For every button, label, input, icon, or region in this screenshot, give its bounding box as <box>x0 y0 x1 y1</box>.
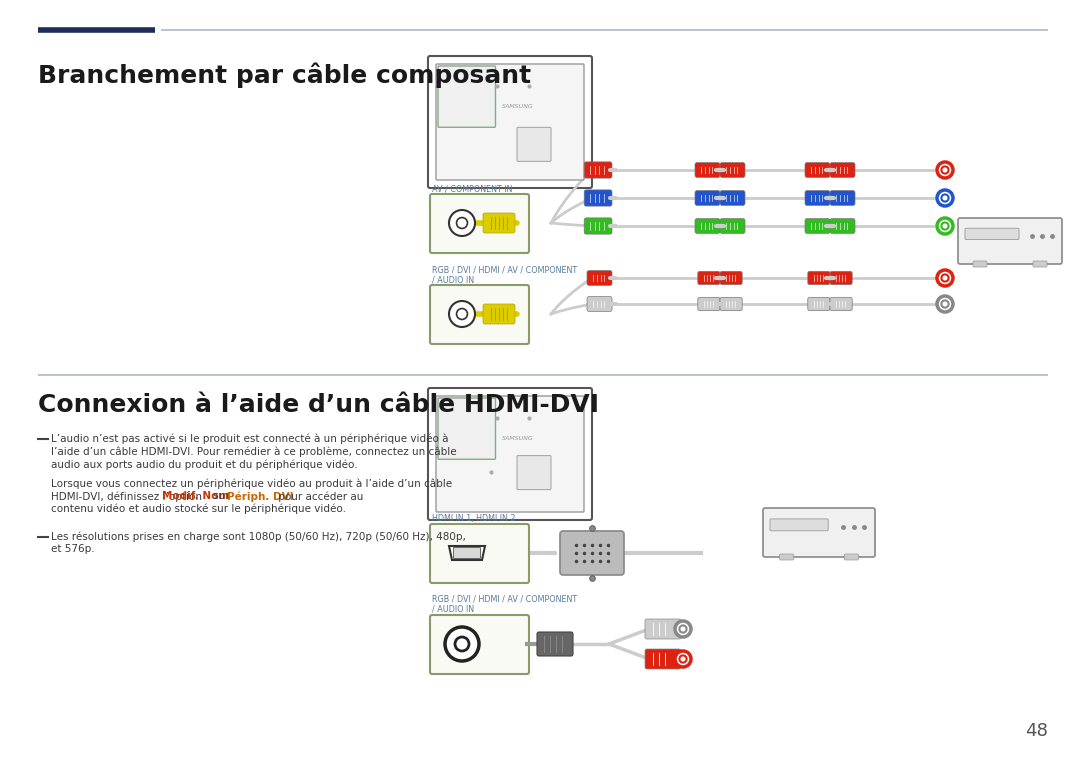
Circle shape <box>942 222 948 230</box>
Circle shape <box>937 296 953 312</box>
Text: l’aide d’un câble HDMI-DVI. Pour remédier à ce problème, connectez un câble: l’aide d’un câble HDMI-DVI. Pour remédie… <box>51 446 457 456</box>
FancyBboxPatch shape <box>436 396 584 512</box>
Circle shape <box>942 301 948 307</box>
Text: SAMSUNG: SAMSUNG <box>502 104 534 109</box>
FancyBboxPatch shape <box>428 388 592 520</box>
FancyBboxPatch shape <box>517 127 551 162</box>
FancyBboxPatch shape <box>696 219 720 233</box>
FancyBboxPatch shape <box>430 524 529 583</box>
FancyBboxPatch shape <box>698 272 720 285</box>
FancyBboxPatch shape <box>780 554 794 560</box>
FancyBboxPatch shape <box>973 261 987 267</box>
Text: HDMI-DVI, définissez l’option: HDMI-DVI, définissez l’option <box>51 491 205 501</box>
FancyBboxPatch shape <box>645 619 681 639</box>
FancyBboxPatch shape <box>845 554 859 560</box>
FancyBboxPatch shape <box>762 508 875 557</box>
Text: contenu vidéo et audio stocké sur le périphérique vidéo.: contenu vidéo et audio stocké sur le pér… <box>51 504 346 514</box>
FancyBboxPatch shape <box>696 163 720 178</box>
FancyBboxPatch shape <box>698 298 720 311</box>
Circle shape <box>937 270 953 286</box>
Text: Périph. DVI: Périph. DVI <box>227 491 294 501</box>
FancyBboxPatch shape <box>808 298 831 311</box>
Circle shape <box>679 626 687 633</box>
Circle shape <box>942 275 948 282</box>
FancyBboxPatch shape <box>584 162 612 178</box>
Text: SAMSUNG: SAMSUNG <box>502 436 534 441</box>
Circle shape <box>457 308 468 320</box>
FancyBboxPatch shape <box>430 285 529 344</box>
FancyBboxPatch shape <box>561 531 624 575</box>
FancyBboxPatch shape <box>428 56 592 188</box>
FancyBboxPatch shape <box>720 191 745 205</box>
FancyBboxPatch shape <box>720 272 742 285</box>
FancyBboxPatch shape <box>483 304 515 324</box>
FancyBboxPatch shape <box>588 297 612 311</box>
Text: Les résolutions prises en charge sont 1080p (50/60 Hz), 720p (50/60 Hz), 480p,: Les résolutions prises en charge sont 10… <box>51 531 465 542</box>
FancyBboxPatch shape <box>958 218 1062 264</box>
FancyBboxPatch shape <box>537 632 573 656</box>
Circle shape <box>457 217 468 228</box>
FancyBboxPatch shape <box>720 219 745 233</box>
Circle shape <box>942 166 948 174</box>
Text: HDMI IN 1, HDMI IN 2: HDMI IN 1, HDMI IN 2 <box>432 514 515 523</box>
Polygon shape <box>449 546 485 560</box>
Text: RGB / DVI / HDMI / AV / COMPONENT: RGB / DVI / HDMI / AV / COMPONENT <box>432 595 577 604</box>
FancyBboxPatch shape <box>438 66 496 127</box>
FancyBboxPatch shape <box>831 272 852 285</box>
FancyBboxPatch shape <box>770 519 828 531</box>
Text: Branchement par câble composant: Branchement par câble composant <box>38 62 531 88</box>
Circle shape <box>937 162 953 178</box>
FancyBboxPatch shape <box>805 163 831 178</box>
FancyBboxPatch shape <box>1032 261 1047 267</box>
Text: AV / COMPONENT IN: AV / COMPONENT IN <box>432 184 512 193</box>
Text: Lorsque vous connectez un périphérique vidéo au produit à l’aide d’un câble: Lorsque vous connectez un périphérique v… <box>51 478 453 488</box>
Circle shape <box>449 301 475 327</box>
Text: / AUDIO IN: / AUDIO IN <box>432 275 474 284</box>
Text: audio aux ports audio du produit et du périphérique vidéo.: audio aux ports audio du produit et du p… <box>51 459 357 469</box>
FancyBboxPatch shape <box>436 64 584 180</box>
Text: RGB / DVI / HDMI / AV / COMPONENT: RGB / DVI / HDMI / AV / COMPONENT <box>432 265 577 274</box>
Circle shape <box>675 651 691 667</box>
FancyBboxPatch shape <box>430 194 529 253</box>
Text: Connexion à l’aide d’un câble HDMI-DVI: Connexion à l’aide d’un câble HDMI-DVI <box>38 393 599 417</box>
FancyBboxPatch shape <box>831 298 852 311</box>
FancyBboxPatch shape <box>454 548 481 559</box>
FancyBboxPatch shape <box>966 228 1020 240</box>
FancyBboxPatch shape <box>831 191 855 205</box>
Circle shape <box>937 218 953 234</box>
Circle shape <box>455 637 469 651</box>
FancyBboxPatch shape <box>805 219 831 233</box>
FancyBboxPatch shape <box>645 649 681 669</box>
FancyBboxPatch shape <box>805 191 831 205</box>
Text: / AUDIO IN: / AUDIO IN <box>432 605 474 614</box>
Text: sur: sur <box>211 491 233 501</box>
Circle shape <box>937 190 953 206</box>
Circle shape <box>942 195 948 201</box>
FancyBboxPatch shape <box>720 298 742 311</box>
Circle shape <box>679 655 687 662</box>
FancyBboxPatch shape <box>430 615 529 674</box>
FancyBboxPatch shape <box>831 219 855 233</box>
FancyBboxPatch shape <box>720 163 745 178</box>
FancyBboxPatch shape <box>517 456 551 490</box>
Text: L’audio n’est pas activé si le produit est connecté à un périphérique vidéo à: L’audio n’est pas activé si le produit e… <box>51 433 448 443</box>
FancyBboxPatch shape <box>438 398 496 459</box>
FancyBboxPatch shape <box>584 218 612 234</box>
FancyBboxPatch shape <box>588 271 612 285</box>
FancyBboxPatch shape <box>584 190 612 206</box>
FancyBboxPatch shape <box>808 272 831 285</box>
FancyBboxPatch shape <box>483 213 515 233</box>
Text: et 576p.: et 576p. <box>51 544 95 554</box>
Text: 48: 48 <box>1025 722 1048 740</box>
Text: pour accéder au: pour accéder au <box>275 491 363 501</box>
FancyBboxPatch shape <box>831 163 855 178</box>
FancyBboxPatch shape <box>696 191 720 205</box>
Circle shape <box>675 621 691 637</box>
Circle shape <box>445 627 480 661</box>
Text: Modif. Nom: Modif. Nom <box>162 491 229 501</box>
Circle shape <box>449 210 475 236</box>
